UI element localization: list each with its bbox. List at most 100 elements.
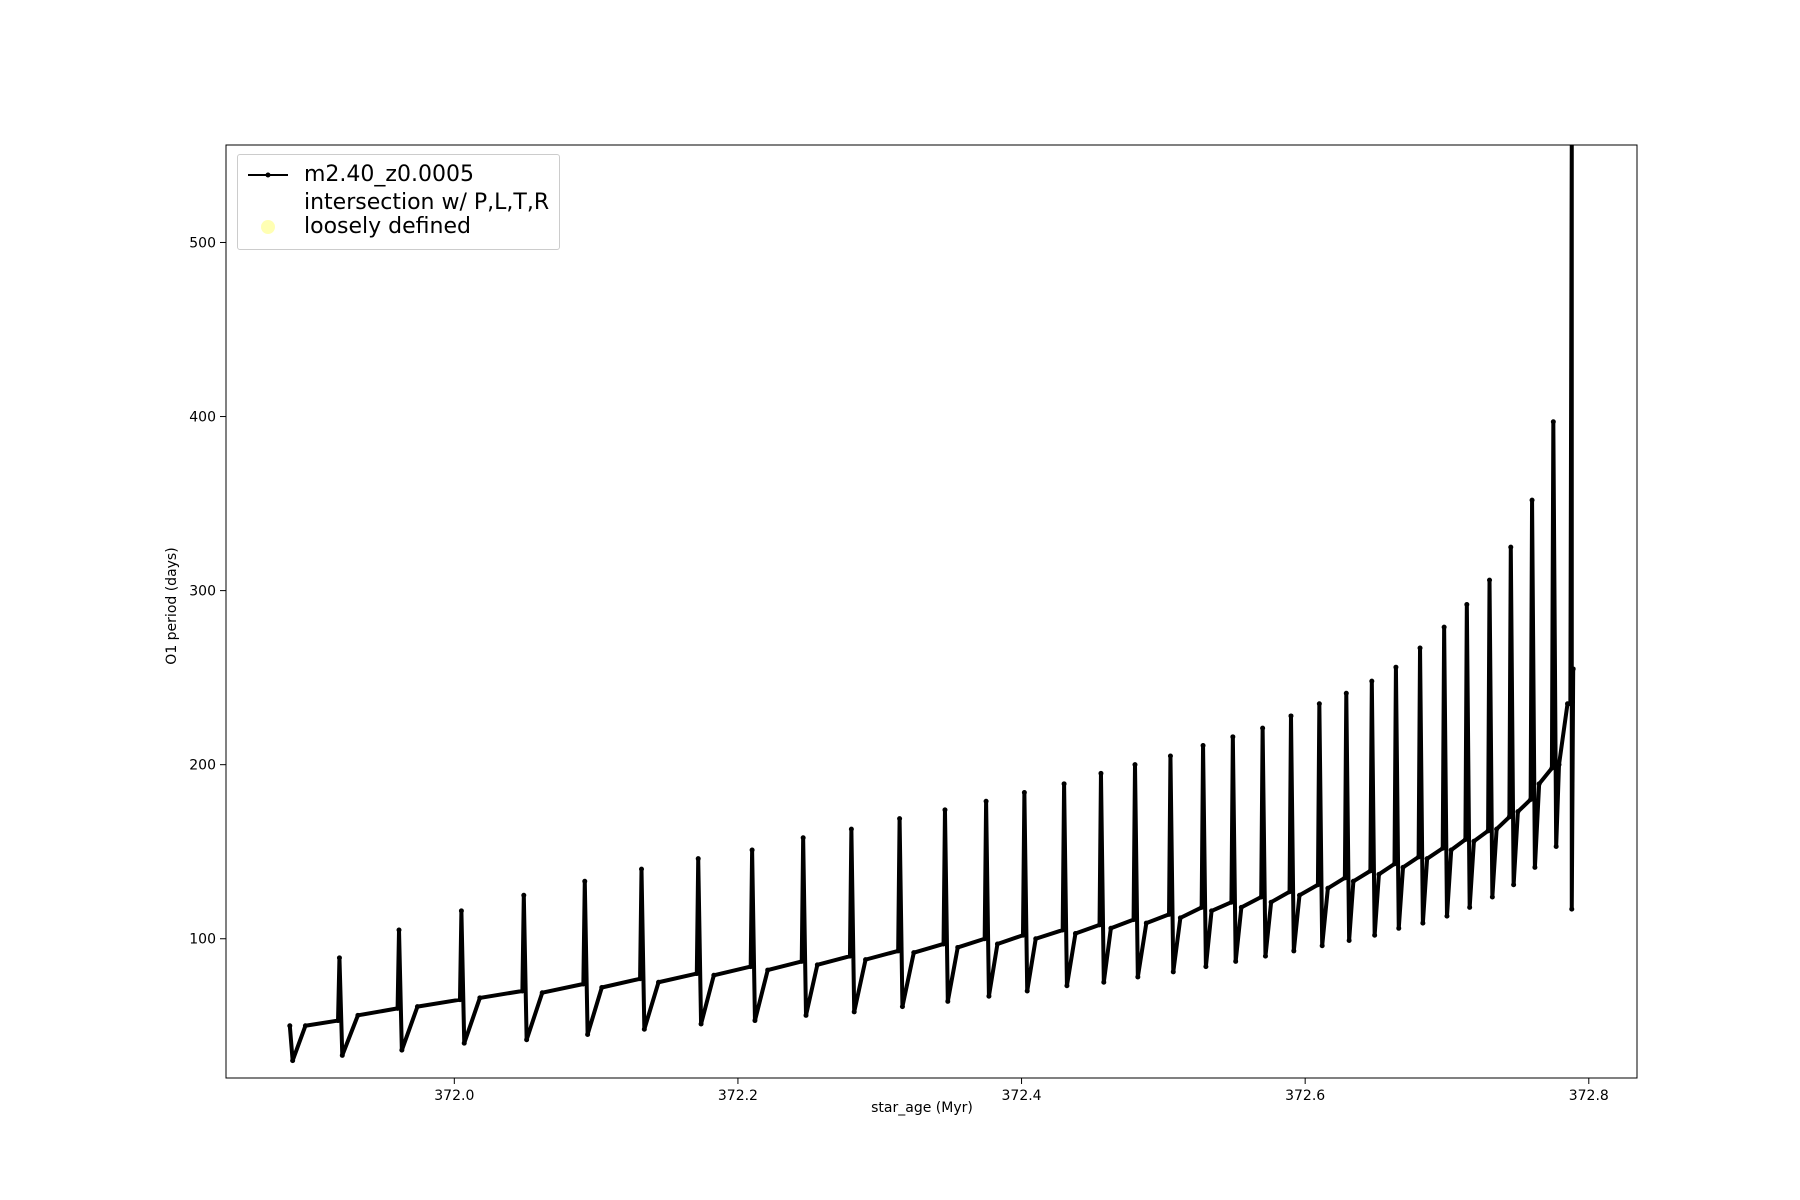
data-point [1462,837,1468,843]
legend-label: m2.40_z0.0005 [304,162,474,187]
data-point [395,1005,401,1011]
data-point [599,984,605,990]
data-point [1494,826,1500,832]
data-point [1199,904,1205,910]
data-point [1570,666,1576,672]
data-point [1291,948,1297,954]
x-tick-label: 372.4 [1002,1088,1042,1104]
data-point [1485,828,1491,834]
data-point [1033,936,1039,942]
data-point [1238,904,1244,910]
data-point [1097,922,1103,928]
data-point [752,1018,758,1024]
data-point [1529,497,1535,503]
legend-marker [265,172,271,178]
data-point [1393,664,1399,670]
data-point [1064,983,1070,989]
data-point [1343,690,1349,696]
data-point [339,1052,345,1058]
data-point [799,958,805,964]
data-point [1342,875,1348,881]
y-axis-label: O1 period (days) [164,547,180,664]
data-point [1060,927,1066,933]
data-point [1367,868,1373,874]
data-point [698,1021,704,1027]
data-point [694,971,700,977]
data-point [1400,864,1406,870]
data-point [1101,979,1107,985]
legend-marker [261,220,275,234]
data-point [1209,908,1215,914]
data-point [848,826,854,832]
data-point [1131,917,1137,923]
data-point [1440,845,1446,851]
data-point [748,964,754,970]
data-point [1258,894,1264,900]
data-point [1170,969,1176,975]
data-point [302,1023,308,1029]
data-point [1508,544,1514,550]
data-point [290,1058,296,1064]
data-point [580,981,586,987]
data-point [1108,925,1114,931]
data-point [1203,964,1209,970]
data-point [1319,943,1325,949]
data-point [1020,932,1026,938]
y-tick-label: 500 [189,235,216,251]
legend: m2.40_z0.0005 intersection w/ P,L,T,R loo… [237,154,561,250]
data-point [1296,892,1302,898]
data-point [1392,861,1398,867]
x-axis-label: star_age (Myr) [871,1100,973,1116]
data-point [1549,765,1555,771]
data-point [1262,953,1268,959]
data-point [1061,781,1067,787]
y-tick-label: 100 [189,932,216,948]
plot-frame [225,144,1638,1079]
data-point [335,1018,341,1024]
x-tick-label: 372.8 [1569,1088,1609,1104]
data-point [1532,864,1538,870]
data-point [639,866,645,872]
legend-entry: intersection w/ P,L,T,R loosely defined [246,191,549,239]
data-point [1515,809,1521,815]
x-tick-label: 372.6 [1285,1088,1325,1104]
data-point [656,979,662,985]
data-point [711,972,717,978]
data-point [1464,602,1470,608]
data-point [641,1026,647,1032]
legend-entry: m2.40_z0.0005 [246,163,549,187]
data-point [1444,913,1450,919]
data-point [414,1004,420,1010]
data-point [1346,937,1352,943]
data-point [1143,920,1149,926]
data-point [1166,911,1172,917]
y-tick-label: 400 [189,410,216,426]
data-point [1471,838,1477,844]
data-point [1024,988,1030,994]
data-point [941,941,947,947]
data-point [1288,713,1294,719]
data-point [1021,790,1027,796]
data-point [582,878,588,884]
data-point [983,798,989,804]
data-point [336,955,342,961]
data-point [457,997,463,1003]
data-point [524,1037,530,1043]
data-point [1550,419,1556,425]
data-point [814,962,820,968]
data-point [1417,645,1423,651]
data-point [982,936,988,942]
data-point [1316,701,1322,707]
data-point [1506,814,1512,820]
legend-label: intersection w/ P,L,T,R loosely defined [304,190,550,239]
data-point [1287,889,1293,895]
x-tick-label: 372.2 [718,1088,758,1104]
data-point [1441,624,1447,630]
data-point [1132,762,1138,768]
data-point [1528,796,1534,802]
data-point [521,892,527,898]
data-point [1369,678,1375,684]
data-point [942,807,948,813]
data-point [863,957,869,963]
